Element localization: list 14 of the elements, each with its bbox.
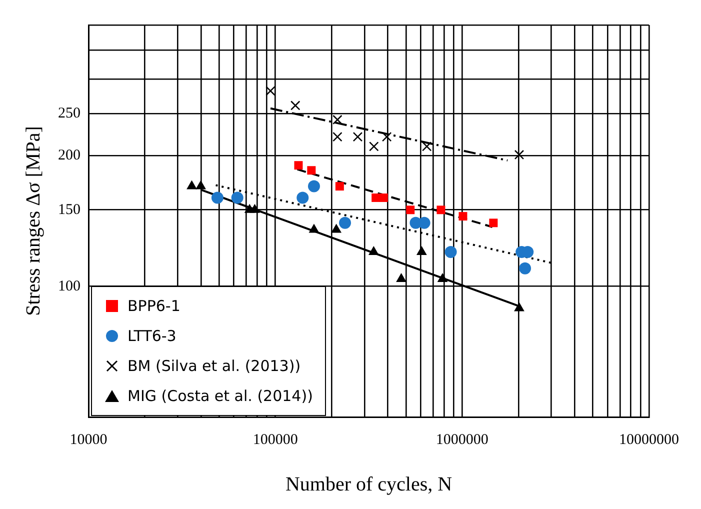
legend-label: BM (Silva et al. (2013)): [128, 357, 301, 375]
y-tick-label: 250: [58, 106, 80, 122]
legend-label: BPP6-1: [128, 297, 180, 315]
x-axis-title: Number of cycles, N: [285, 473, 452, 496]
y-tick-label: 200: [58, 148, 80, 164]
x-tick-label: 10000: [70, 432, 108, 448]
y-tick-label: 150: [58, 202, 80, 218]
x-tick-label: 100000: [252, 432, 298, 448]
legend-label: LTT6-3: [128, 327, 176, 345]
y-axis-title: Stress ranges Δσ [MPa]: [22, 126, 44, 316]
legend-label: MIG (Costa et al. (2014)): [128, 387, 313, 405]
y-tick-label: 100: [58, 278, 80, 294]
x-tick-label: 10000000: [619, 432, 679, 448]
x-tick-label: 1000000: [436, 432, 488, 448]
